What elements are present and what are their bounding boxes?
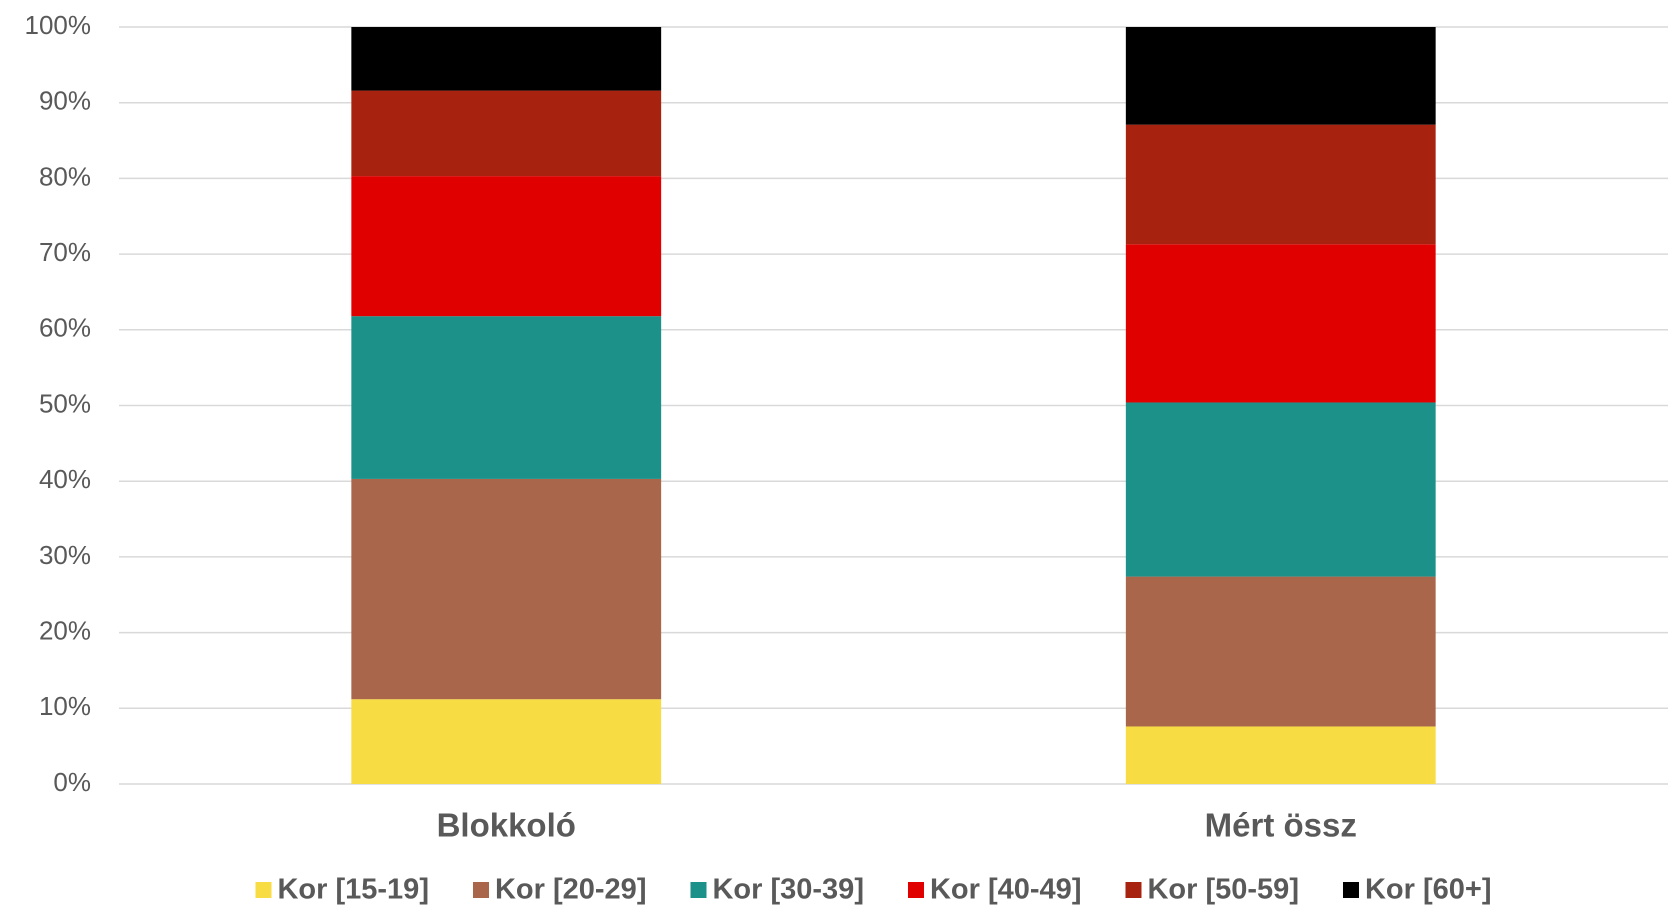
x-tick-label: Mért össz (1205, 807, 1357, 844)
y-tick-label: 80% (39, 161, 91, 191)
legend-label: Kor [60+] (1365, 874, 1492, 906)
bar-segment (351, 478, 662, 700)
y-tick-label: 90% (39, 86, 91, 116)
bar-segment (1125, 124, 1436, 245)
bar-segment (1125, 244, 1436, 403)
bar-segment (1125, 27, 1436, 125)
y-tick-label: 20% (39, 615, 91, 645)
y-tick-label: 50% (39, 388, 91, 418)
legend-swatch (1342, 882, 1359, 898)
bar-segment (1125, 402, 1436, 577)
bar-segment (351, 90, 662, 177)
bar-segment (351, 176, 662, 317)
y-tick-label: 0% (53, 767, 91, 797)
bar-segment (351, 699, 662, 784)
legend-swatch (255, 882, 272, 898)
legend-label: Kor [50-59] (1147, 874, 1299, 906)
legend-swatch (690, 882, 707, 898)
bar-segment (351, 316, 662, 479)
y-tick-label: 100% (25, 10, 92, 40)
x-tick-label: Blokkoló (437, 807, 576, 844)
legend-swatch (1125, 882, 1142, 898)
bar-segment (351, 27, 662, 91)
legend-label: Kor [30-39] (712, 874, 864, 906)
y-tick-label: 10% (39, 691, 91, 721)
legend-swatch (472, 882, 489, 898)
legend: Kor [15-19] Kor [20-29] Kor [30-39] Kor [40… (255, 874, 1492, 906)
legend-label: Kor [40-49] (930, 874, 1082, 906)
legend-label: Kor [15-19] (277, 874, 429, 906)
y-tick-label: 70% (39, 237, 91, 267)
y-tick-label: 30% (39, 540, 91, 570)
legend-label: Kor [20-29] (495, 874, 647, 906)
y-tick-label: 40% (39, 464, 91, 494)
legend-swatch (907, 882, 924, 898)
bar-segment (1125, 576, 1436, 727)
y-tick-label: 60% (39, 313, 91, 343)
bar-segment (1125, 726, 1436, 784)
